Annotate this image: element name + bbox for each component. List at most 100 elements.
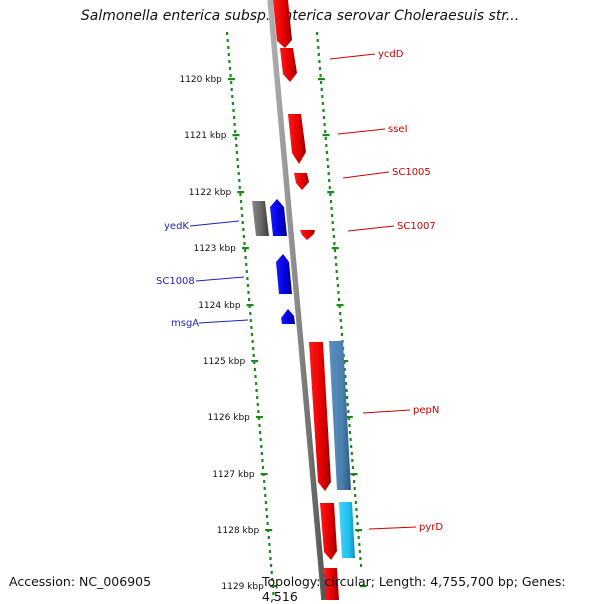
tick-mark bbox=[271, 578, 274, 581]
tick-mark bbox=[248, 298, 251, 301]
tick-mark bbox=[226, 39, 229, 42]
gene-forward-top[interactable] bbox=[273, 0, 292, 48]
major-tick-left bbox=[246, 304, 254, 307]
tick-mark bbox=[333, 249, 337, 252]
tick-mark bbox=[227, 46, 230, 49]
tick-mark bbox=[233, 123, 236, 126]
gene-SC1008[interactable] bbox=[276, 254, 292, 294]
gene-cyan[interactable] bbox=[339, 502, 355, 558]
tick-mark bbox=[241, 221, 244, 224]
tick-mark bbox=[350, 452, 353, 455]
tick-mark bbox=[318, 60, 321, 63]
label-SC1005[interactable]: SC1005 bbox=[392, 167, 431, 178]
tick-mark bbox=[238, 179, 241, 182]
tick-mark bbox=[265, 508, 268, 511]
tick-mark bbox=[269, 557, 272, 560]
tick-mark bbox=[235, 151, 238, 154]
gene-ycdD[interactable] bbox=[280, 48, 297, 82]
tick-mark bbox=[355, 508, 358, 511]
accession-text: Accession: NC_006905 bbox=[9, 574, 152, 589]
tick-track bbox=[226, 32, 367, 600]
label-pyrD[interactable]: pyrD bbox=[419, 522, 443, 533]
gene-sseI[interactable] bbox=[288, 114, 306, 164]
label-msgA[interactable]: msgA bbox=[171, 318, 199, 329]
scale-labels: 1120 kbp 1121 kbp 1122 kbp 1123 kbp 1124 kbp… bbox=[179, 75, 264, 592]
tick-mark bbox=[254, 375, 257, 378]
tick-mark bbox=[332, 235, 335, 238]
tick-mark bbox=[325, 144, 328, 147]
tick-mark bbox=[359, 564, 363, 567]
label-SC1008[interactable]: SC1008 bbox=[156, 276, 195, 287]
tick-mark bbox=[328, 179, 331, 182]
tick-mark bbox=[263, 487, 266, 490]
tick-mark bbox=[316, 32, 319, 35]
tick-mark bbox=[247, 291, 250, 294]
tick-mark bbox=[348, 431, 352, 434]
gene-labels-right: ycdD sseI SC1005 SC1007 pepN pyrD bbox=[329, 49, 443, 533]
tick-mark bbox=[229, 74, 232, 77]
major-tick-left bbox=[251, 360, 259, 363]
tick-mark bbox=[272, 592, 275, 595]
gene-yedK[interactable] bbox=[270, 199, 287, 236]
tick-mark bbox=[346, 396, 349, 399]
tick-mark bbox=[348, 424, 351, 427]
gene-msgA[interactable] bbox=[281, 309, 295, 324]
scale-label: 1128 kbp bbox=[217, 526, 260, 536]
tick-mark bbox=[228, 60, 231, 63]
tick-mark bbox=[234, 130, 237, 133]
major-tick-right bbox=[322, 134, 330, 137]
tick-mark bbox=[260, 452, 263, 455]
major-tick-left bbox=[241, 247, 249, 250]
tick-mark bbox=[241, 214, 244, 217]
tick-mark bbox=[344, 382, 348, 385]
tick-mark bbox=[245, 263, 248, 266]
tick-mark bbox=[239, 200, 243, 203]
tick-mark bbox=[244, 256, 247, 259]
tick-mark bbox=[335, 270, 338, 273]
label-ycdD[interactable]: ycdD bbox=[378, 49, 404, 60]
tick-mark bbox=[347, 417, 350, 420]
tick-mark bbox=[331, 214, 334, 217]
label-pepN[interactable]: pepN bbox=[413, 405, 439, 416]
tick-mark bbox=[246, 284, 250, 287]
tick-mark bbox=[263, 480, 266, 483]
label-sseI[interactable]: sseI bbox=[388, 124, 408, 135]
tick-mark bbox=[248, 305, 251, 308]
tick-mark bbox=[230, 88, 233, 91]
tick-mark bbox=[354, 501, 357, 504]
tick-mark bbox=[320, 88, 323, 91]
scale-label: 1129 kbp bbox=[221, 582, 264, 592]
scale-label: 1121 kbp bbox=[184, 131, 227, 141]
tick-mark bbox=[339, 319, 342, 322]
tick-mark bbox=[259, 431, 262, 434]
gene-pepN[interactable] bbox=[309, 342, 331, 491]
tick-mark bbox=[250, 333, 254, 336]
tick-mark bbox=[320, 81, 323, 84]
gene-steel[interactable] bbox=[329, 341, 351, 490]
gene-pyrD[interactable] bbox=[320, 503, 337, 560]
major-tick-left bbox=[237, 191, 245, 194]
gene-grey[interactable] bbox=[252, 201, 269, 236]
tick-mark bbox=[266, 515, 269, 518]
gene-forward-bottom[interactable] bbox=[324, 568, 339, 600]
tick-mark bbox=[338, 298, 341, 301]
gene-SC1005[interactable] bbox=[294, 173, 309, 190]
tick-mark bbox=[256, 403, 259, 406]
scale-label: 1123 kbp bbox=[193, 244, 236, 254]
label-SC1007[interactable]: SC1007 bbox=[397, 221, 436, 232]
major-tick-right bbox=[355, 529, 363, 532]
tick-mark bbox=[347, 410, 350, 413]
tick-mark bbox=[326, 158, 329, 161]
label-yedK[interactable]: yedK bbox=[164, 221, 189, 232]
tick-mark bbox=[338, 305, 341, 308]
scale-label: 1120 kbp bbox=[179, 75, 222, 85]
tick-mark bbox=[324, 137, 327, 140]
tick-mark bbox=[333, 242, 336, 245]
tick-mark bbox=[232, 109, 235, 112]
major-tick-left bbox=[255, 416, 263, 419]
tick-mark bbox=[242, 235, 245, 238]
tick-mark bbox=[317, 53, 320, 56]
tick-mark bbox=[257, 410, 260, 413]
gene-SC1007[interactable] bbox=[300, 230, 315, 240]
